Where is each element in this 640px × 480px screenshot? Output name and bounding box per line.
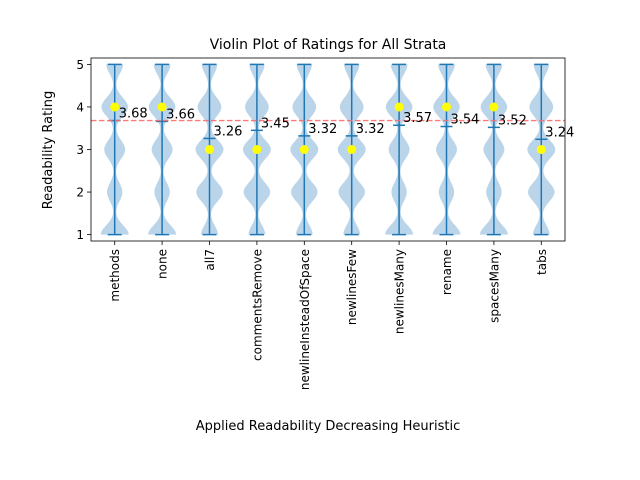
median-dot-tabs — [536, 145, 546, 154]
median-dot-rename — [442, 102, 451, 112]
mean-label-newlineInsteadOfSpace: 3.32 — [308, 122, 337, 137]
mean-label-all7: 3.26 — [214, 124, 243, 139]
y-tick-label-2: 2 — [76, 186, 84, 200]
mean-label-methods: 3.68 — [119, 107, 148, 122]
whisker-layer — [107, 63, 549, 236]
x-tick-label-tabs: tabs — [535, 249, 549, 275]
mean-label-tabs: 3.24 — [545, 125, 574, 140]
x-tick-label-none: none — [156, 249, 170, 279]
x-tick-label-spacesMany: spacesMany — [487, 249, 501, 323]
median-dot-methods — [110, 102, 120, 112]
y-tick-label-1: 1 — [76, 228, 84, 242]
mean-label-rename: 3.54 — [451, 113, 480, 128]
median-dot-all7 — [205, 145, 214, 154]
mean-label-layer: 3.68 3.66 3.26 3.45 3.32 3.32 3.57 3.54 3.52 3.24 — [119, 107, 575, 141]
mean-label-newlinesFew: 3.32 — [356, 122, 385, 137]
mean-label-commentsRemove: 3.45 — [261, 116, 290, 131]
x-tick-label-all7: all7 — [203, 249, 217, 271]
median-dot-commentsRemove — [252, 145, 262, 154]
median-dot-spacesMany — [489, 102, 499, 112]
median-dot-newlinesMany — [394, 102, 404, 112]
y-axis: 1 2 3 4 5 — [76, 58, 91, 242]
x-tick-label-newlinesMany: newlinesMany — [393, 249, 407, 334]
mean-label-none: 3.66 — [166, 107, 195, 122]
violin-layer — [100, 64, 556, 235]
median-dot-none — [157, 102, 167, 112]
x-tick-label-rename: rename — [440, 249, 454, 295]
x-tick-label-newlinesFew: newlinesFew — [345, 249, 359, 325]
x-axis-label: Applied Readability Decreasing Heuristic — [196, 419, 460, 434]
y-axis-label: Readability Rating — [41, 91, 56, 210]
x-tick-label-methods: methods — [108, 249, 122, 302]
y-tick-label-4: 4 — [76, 100, 84, 114]
y-tick-label-3: 3 — [76, 143, 84, 157]
mean-label-newlinesMany: 3.57 — [403, 111, 432, 126]
median-dot-newlineInsteadOfSpace — [299, 145, 309, 154]
y-tick-label-5: 5 — [76, 58, 84, 72]
x-tick-label-newlineInsteadOfSpace: newlineInsteadOfSpace — [298, 249, 312, 390]
mean-label-spacesMany: 3.52 — [498, 113, 527, 128]
median-layer — [110, 102, 546, 154]
x-axis: methods none all7 commentsRemove newlineInst… — [108, 241, 549, 390]
chart-title: Violin Plot of Ratings for All Strata — [210, 37, 447, 53]
x-tick-label-commentsRemove: commentsRemove — [250, 249, 264, 361]
median-dot-newlinesFew — [347, 145, 357, 154]
